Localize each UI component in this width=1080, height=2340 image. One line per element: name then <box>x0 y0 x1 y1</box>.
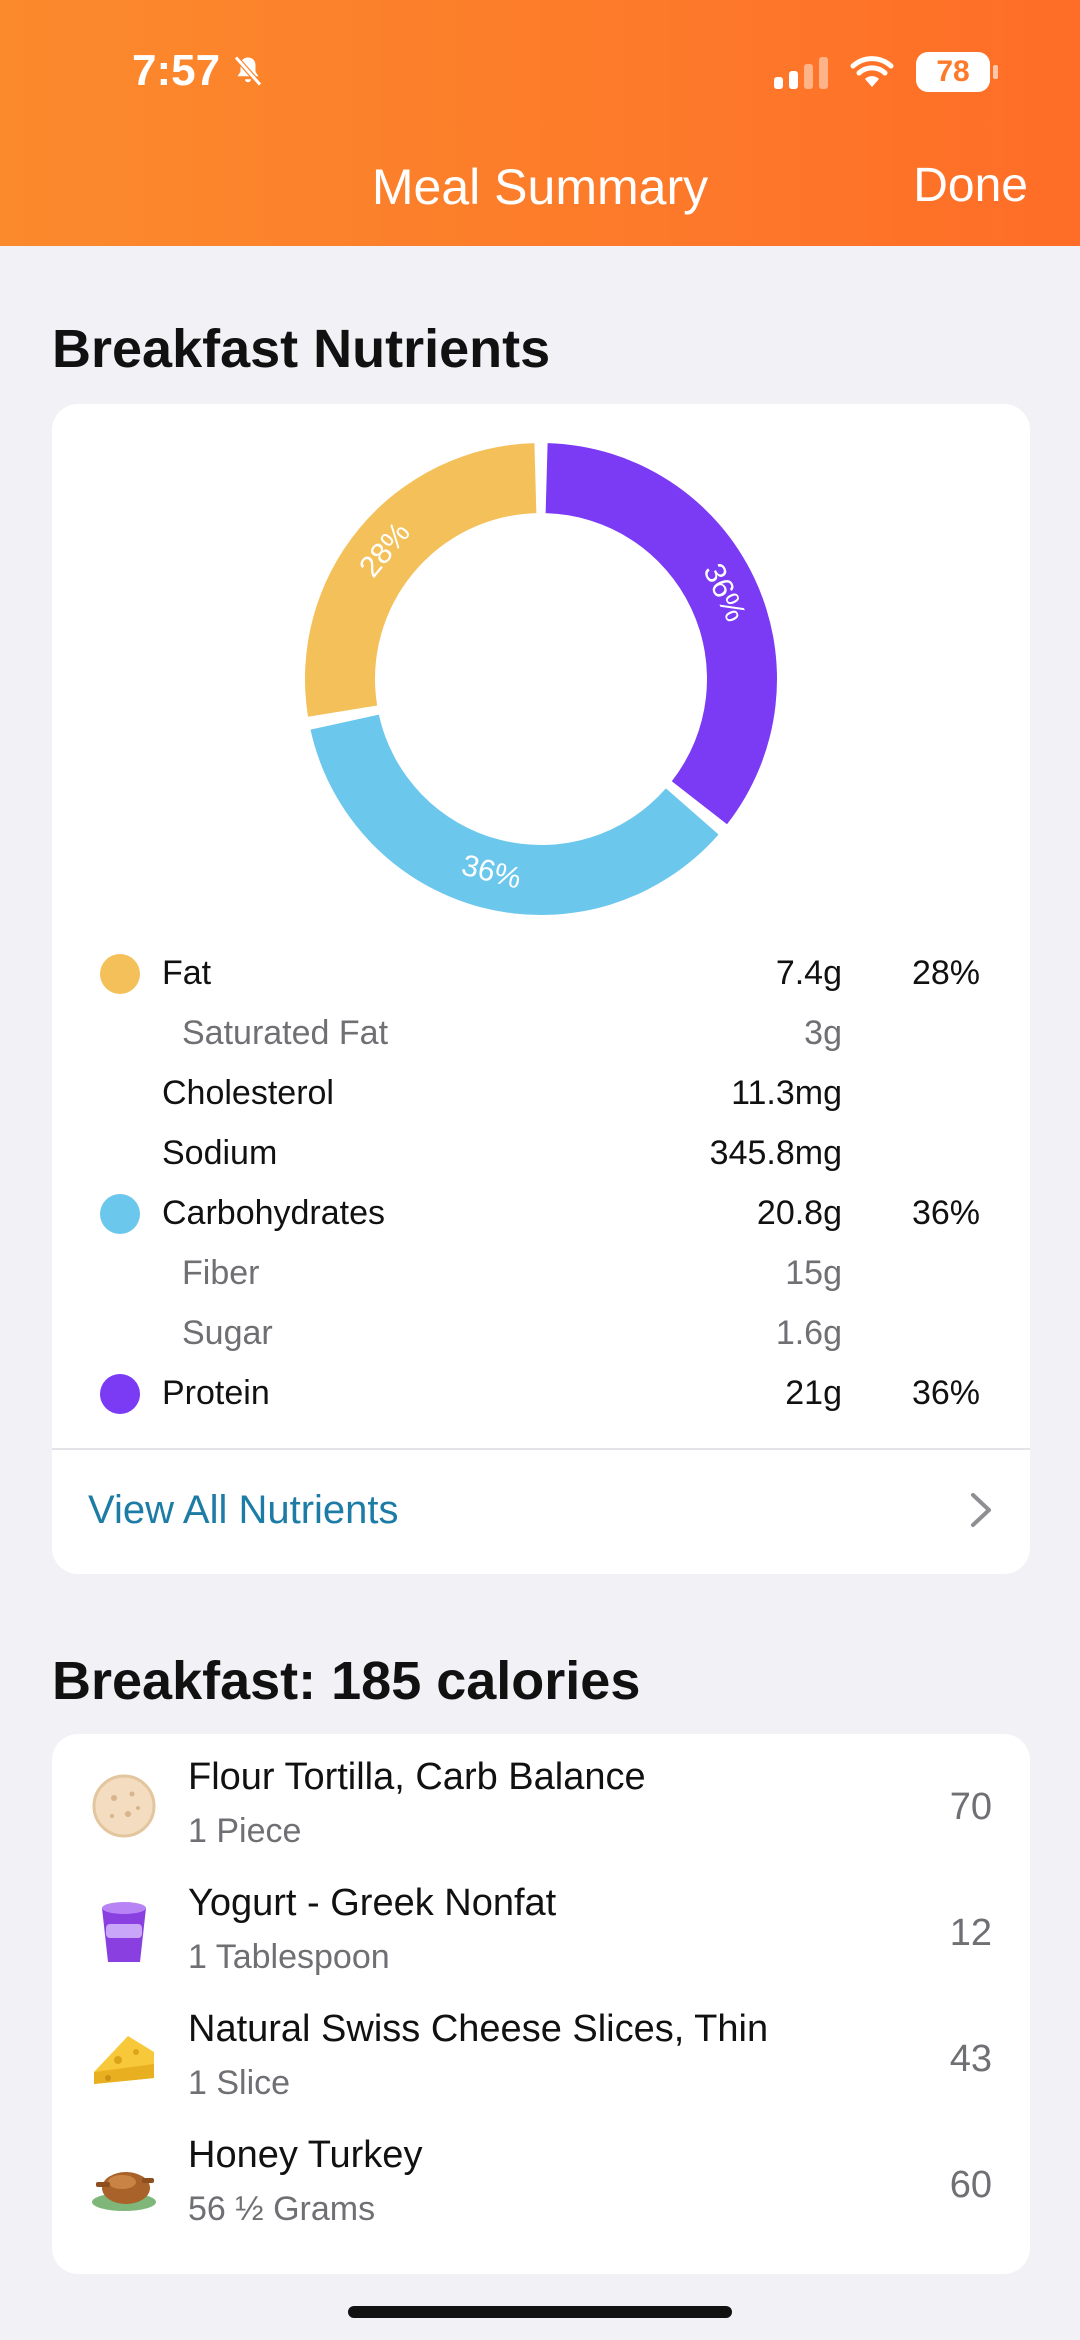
view-all-nutrients-label: View All Nutrients <box>88 1488 399 1532</box>
nutrient-row-protein: Protein 21g 36% <box>52 1362 1030 1422</box>
nutrient-name: Protein <box>162 1374 270 1412</box>
nutrient-amount: 15g <box>785 1254 842 1292</box>
food-quantity: 1 Slice <box>188 2064 291 2102</box>
status-time: 7:57 <box>132 46 266 96</box>
nutrient-percent: 28% <box>911 954 980 992</box>
nutrient-percent: 36% <box>911 1374 980 1412</box>
nutrients-section-title: Breakfast Nutrients <box>52 319 551 379</box>
nutrient-row-sugar: Sugar 1.6g <box>52 1302 1030 1362</box>
protein-color-dot <box>100 1374 140 1414</box>
nutrient-amount: 7.4g <box>775 954 842 992</box>
macro-donut-chart: 36% 36% 28% <box>52 404 1030 944</box>
food-item[interactable]: Natural Swiss Cheese Slices, Thin 1 Slic… <box>52 1994 1030 2120</box>
nutrient-name: Sugar <box>182 1314 273 1352</box>
nutrient-amount: 1.6g <box>775 1314 842 1352</box>
nutrient-amount: 20.8g <box>756 1194 842 1232</box>
food-quantity: 1 Tablespoon <box>188 1938 390 1976</box>
nutrient-row-saturated-fat: Saturated Fat 3g <box>52 1002 1030 1062</box>
battery-level: 78 <box>936 55 970 88</box>
nutrient-amount: 345.8mg <box>709 1134 842 1172</box>
nutrient-row-carbohydrates: Carbohydrates 20.8g 36% <box>52 1182 1030 1242</box>
nutrient-row-fat: Fat 7.4g 28% <box>52 942 1030 1002</box>
home-indicator <box>348 2306 732 2318</box>
food-item[interactable]: Yogurt - Greek Nonfat 1 Tablespoon 12 <box>52 1868 1030 1994</box>
turkey-icon <box>92 2172 156 2211</box>
nutrient-row-sodium: Sodium 345.8mg <box>52 1122 1030 1182</box>
foods-section-title: Breakfast: 185 calories <box>52 1651 641 1711</box>
status-icons: 78 <box>774 52 998 92</box>
nutrient-percent: 36% <box>911 1194 980 1232</box>
nutrient-name: Fat <box>162 954 212 992</box>
food-calories: 70 <box>949 1786 992 1828</box>
nutrients-card: 36% 36% 28% Fat 7.4g 28% Saturated Fat 3g … <box>52 404 1030 1574</box>
nutrient-amount: 11.3mg <box>731 1074 842 1112</box>
food-quantity: 56 ½ Grams <box>188 2190 376 2228</box>
nutrient-name: Cholesterol <box>162 1074 334 1112</box>
fat-color-dot <box>100 954 140 994</box>
cheese-icon <box>94 2036 154 2084</box>
header-bar: 7:57 78 Meal Summary Done <box>0 0 1080 246</box>
donut-slice-fat <box>305 443 537 717</box>
donut-slice-protein <box>545 443 777 825</box>
food-quantity: 1 Piece <box>188 1812 302 1850</box>
nutrient-name: Carbohydrates <box>162 1194 386 1232</box>
cellular-signal-icon <box>774 55 828 89</box>
wifi-icon <box>850 56 894 87</box>
nutrient-name: Saturated Fat <box>182 1014 389 1052</box>
page-title: Meal Summary <box>371 159 709 215</box>
nutrient-row-cholesterol: Cholesterol 11.3mg <box>52 1062 1030 1122</box>
foods-card: Flour Tortilla, Carb Balance 1 Piece 70 … <box>52 1734 1030 2274</box>
donut-slice-carbohydrates <box>310 714 719 916</box>
nutrient-amount: 3g <box>804 1014 842 1052</box>
food-name: Natural Swiss Cheese Slices, Thin <box>188 2008 769 2050</box>
food-name: Honey Turkey <box>188 2134 423 2176</box>
divider <box>52 1448 1030 1450</box>
yogurt-icon <box>102 1902 146 1962</box>
food-name: Flour Tortilla, Carb Balance <box>188 1756 646 1798</box>
bell-muted-icon <box>234 55 263 87</box>
food-calories: 43 <box>949 2038 992 2080</box>
battery-icon: 78 <box>916 52 998 92</box>
tortilla-icon <box>92 1774 156 1838</box>
status-time-text: 7:57 <box>132 46 221 95</box>
nutrient-name: Fiber <box>182 1254 260 1292</box>
done-button[interactable]: Done <box>913 159 1028 212</box>
food-item[interactable]: Flour Tortilla, Carb Balance 1 Piece 70 <box>52 1742 1030 1868</box>
chevron-right-icon <box>971 1493 991 1527</box>
carbs-color-dot <box>100 1194 140 1234</box>
food-calories: 12 <box>949 1912 992 1954</box>
nutrient-row-fiber: Fiber 15g <box>52 1242 1030 1302</box>
nutrient-amount: 21g <box>785 1374 842 1412</box>
food-calories: 60 <box>949 2164 992 2206</box>
food-name: Yogurt - Greek Nonfat <box>188 1882 557 1924</box>
view-all-nutrients-button[interactable]: View All Nutrients <box>52 1450 1030 1574</box>
nutrient-name: Sodium <box>162 1134 278 1172</box>
donut-svg: 36%36%28% <box>305 443 777 916</box>
food-item[interactable]: Honey Turkey 56 ½ Grams 60 <box>52 2120 1030 2246</box>
